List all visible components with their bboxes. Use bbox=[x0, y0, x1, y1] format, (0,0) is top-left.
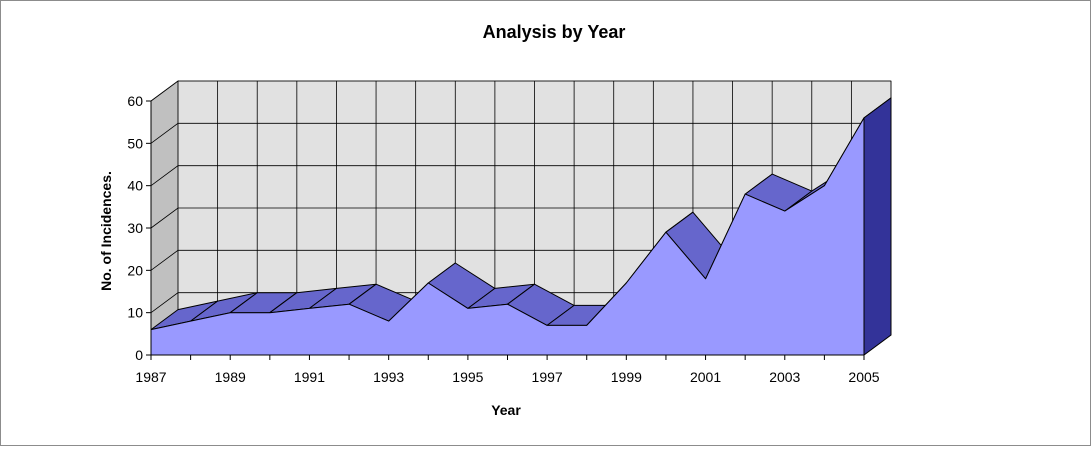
y-tick-label: 0 bbox=[135, 347, 143, 363]
y-tick-label: 10 bbox=[127, 305, 143, 321]
chart-title: Analysis by Year bbox=[483, 22, 626, 42]
y-axis-label: No. of Incidences. bbox=[98, 171, 114, 291]
x-tick-label: 1995 bbox=[452, 369, 483, 385]
x-tick-label: 2001 bbox=[690, 369, 721, 385]
x-tick-label: 2005 bbox=[848, 369, 879, 385]
x-tick-label: 2003 bbox=[769, 369, 800, 385]
x-axis-ticks: 1987 1989 1991 1993 1995 1997 1999 2001 2003 2005 bbox=[135, 355, 879, 385]
area-end-face bbox=[864, 98, 891, 355]
x-tick-label: 1993 bbox=[373, 369, 404, 385]
y-tick-label: 30 bbox=[127, 220, 143, 236]
y-tick-label: 20 bbox=[127, 262, 143, 278]
x-tick-label: 1997 bbox=[532, 369, 563, 385]
x-tick-label: 1999 bbox=[611, 369, 642, 385]
x-tick-label: 1987 bbox=[135, 369, 166, 385]
y-axis-ticks: 0 10 20 30 40 50 60 bbox=[127, 93, 151, 363]
x-tick-label: 1991 bbox=[294, 369, 325, 385]
y-tick-label: 60 bbox=[127, 93, 143, 109]
x-tick-label: 1989 bbox=[215, 369, 246, 385]
x-axis-label: Year bbox=[491, 402, 521, 418]
y-tick-label: 50 bbox=[127, 135, 143, 151]
y-tick-label: 40 bbox=[127, 178, 143, 194]
